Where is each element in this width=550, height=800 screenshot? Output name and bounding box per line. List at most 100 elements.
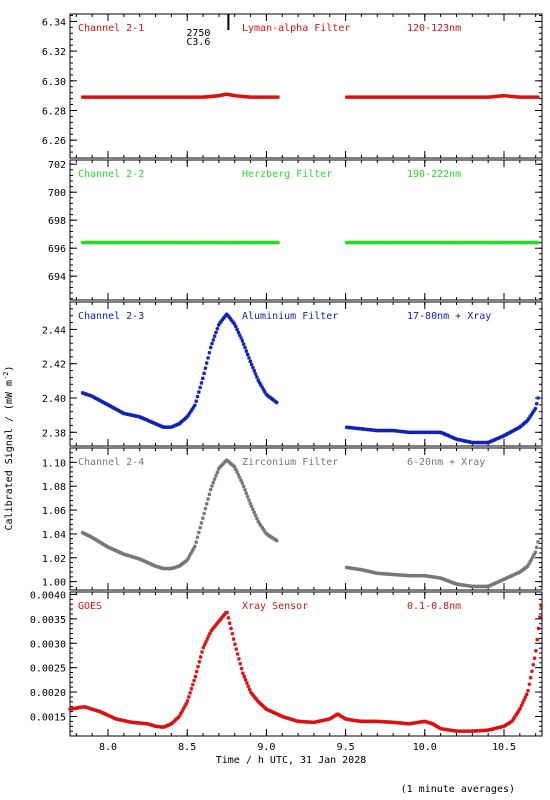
- data-point: [189, 409, 193, 414]
- flare-marker: 2750 C3.6: [186, 14, 230, 48]
- data-point: [256, 519, 261, 524]
- data-point: [140, 416, 144, 420]
- y-axis-label-main: Calibrated Signal / (mW m: [4, 380, 15, 531]
- data-point: [496, 436, 501, 440]
- data-point: [206, 497, 210, 501]
- data-point: [534, 401, 539, 406]
- data-point: [202, 371, 206, 376]
- data-point: [447, 434, 452, 438]
- data-point: [278, 713, 282, 718]
- data-point: [233, 324, 238, 329]
- data-point: [99, 710, 104, 715]
- data-point: [494, 581, 498, 585]
- data-point: [208, 631, 212, 636]
- data-point: [511, 717, 516, 721]
- panel-band-label: 120-123nm: [407, 23, 461, 34]
- data-point: [267, 708, 272, 713]
- data-point: [204, 361, 209, 365]
- data-point: [494, 437, 498, 442]
- data-point: [194, 540, 198, 544]
- data-point: [167, 723, 171, 727]
- data-point: [266, 708, 270, 712]
- data-point: [179, 711, 183, 716]
- data-point: [199, 521, 204, 525]
- data-point: [244, 349, 249, 353]
- data-point: [252, 510, 257, 515]
- data-point: [215, 470, 220, 475]
- data-point: [508, 574, 513, 579]
- data-point: [274, 711, 278, 716]
- data-point: [532, 408, 536, 413]
- data-point: [500, 578, 505, 582]
- data-point: [158, 424, 163, 428]
- data-point: [251, 507, 255, 512]
- data-point: [149, 420, 154, 424]
- data-point: [234, 647, 239, 651]
- data-point: [210, 341, 214, 346]
- data-point: [200, 376, 205, 381]
- y-tick-label: 0.0020: [30, 688, 66, 699]
- data-point: [530, 410, 535, 415]
- data-point: [227, 315, 231, 319]
- data-point: [529, 412, 534, 417]
- data-point: [197, 390, 201, 394]
- y-tick-label: 2.40: [42, 394, 66, 405]
- data-point: [202, 511, 206, 516]
- data-point: [260, 385, 264, 390]
- data-point: [504, 576, 509, 580]
- panel-filter-label: Zirconium Filter: [242, 457, 338, 468]
- data-point: [488, 439, 493, 444]
- panel-filter-label: Lyman-alpha Filter: [242, 23, 350, 34]
- data-point: [217, 619, 221, 623]
- data-point: [270, 709, 274, 714]
- data-point: [200, 516, 205, 520]
- data-point: [239, 666, 244, 671]
- data-point: [103, 712, 108, 716]
- panel-channel-label: Channel 2-1: [78, 23, 144, 34]
- data-point: [275, 712, 280, 716]
- data-point: [449, 434, 453, 439]
- data-point: [218, 617, 223, 622]
- data-point: [241, 342, 246, 346]
- data-point: [240, 339, 245, 343]
- data-point: [137, 415, 142, 419]
- data-point: [524, 692, 529, 697]
- data-point: [496, 579, 501, 584]
- data-point: [255, 516, 259, 521]
- data-point: [141, 416, 146, 421]
- data-point: [253, 372, 258, 376]
- data-point: [185, 699, 190, 703]
- data-point: [527, 682, 532, 687]
- data-point: [519, 703, 524, 708]
- data-point: [204, 640, 208, 644]
- y-tick-label: 0.0040: [30, 590, 66, 601]
- data-point: [497, 435, 502, 440]
- data-point: [246, 684, 250, 689]
- data-point: [144, 560, 148, 564]
- panel-filter-label: Aluminium Filter: [242, 311, 338, 322]
- data-point: [113, 548, 118, 553]
- data-point: [164, 724, 169, 728]
- data-point: [516, 708, 521, 713]
- y-tick-label: 2.42: [42, 360, 66, 371]
- data-point: [528, 675, 533, 680]
- data-point: [279, 714, 283, 718]
- data-point: [441, 431, 445, 436]
- data-point: [513, 715, 517, 719]
- data-point: [203, 366, 208, 370]
- data-point: [239, 478, 243, 483]
- data-point: [209, 628, 214, 633]
- data-point: [157, 423, 162, 428]
- panel-channel-label: GOES: [78, 601, 102, 612]
- data-point: [214, 622, 219, 627]
- data-point: [539, 604, 544, 608]
- data-point: [238, 661, 243, 666]
- data-point: [260, 525, 264, 530]
- data-point: [536, 626, 541, 631]
- data-point: [188, 691, 192, 695]
- data-point: [185, 558, 189, 563]
- data-point: [198, 525, 202, 530]
- data-point: [117, 550, 122, 555]
- data-point: [184, 701, 188, 706]
- y-tick-label: 1.00: [42, 578, 66, 589]
